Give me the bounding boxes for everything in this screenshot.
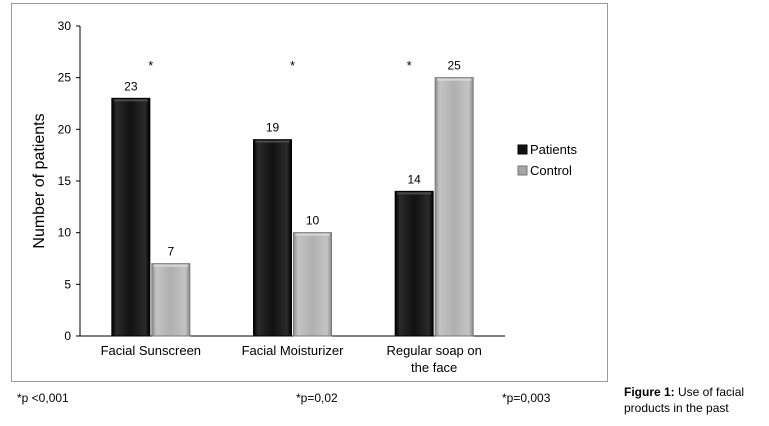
footnote-soap: *p=0,003 — [502, 391, 551, 405]
footnote-sunscreen: *p <0,001 — [17, 391, 69, 405]
x-category-label: Facial Sunscreen — [101, 343, 201, 358]
data-label-control-1: 10 — [306, 214, 320, 228]
y-tick-label: 20 — [58, 122, 72, 136]
significance-mark: * — [407, 58, 412, 73]
legend-label-patients: Patients — [530, 142, 577, 157]
y-tick-label: 5 — [64, 277, 71, 291]
legend-label-control: Control — [530, 163, 572, 178]
data-label-patients-1: 19 — [266, 121, 280, 135]
bar-control-1 — [293, 232, 332, 337]
y-tick-label: 0 — [64, 329, 71, 343]
significance-mark: * — [290, 58, 295, 73]
data-label-patients-2: 14 — [407, 172, 421, 186]
caption-text: Use of facial products in the past — [624, 385, 745, 415]
data-label-patients-0: 23 — [124, 79, 138, 93]
x-category-label: the face — [411, 360, 457, 375]
legend-swatch-control — [517, 165, 528, 176]
bar-patients-0 — [111, 97, 151, 337]
bar-control-2 — [434, 77, 474, 337]
bar-patients-2 — [394, 190, 434, 337]
caption-label: Figure 1: — [624, 385, 675, 399]
data-label-control-0: 7 — [167, 245, 174, 259]
y-tick-label: 10 — [58, 226, 72, 240]
legend-swatch-patients — [517, 144, 528, 155]
bar-patients-1 — [253, 139, 292, 337]
y-tick-label: 30 — [58, 19, 72, 33]
significance-mark: * — [148, 58, 153, 73]
data-label-control-2: 25 — [447, 59, 461, 73]
y-axis-title: Number of patients — [31, 113, 48, 248]
bar-control-0 — [151, 263, 191, 337]
x-category-label: Regular soap on — [386, 343, 481, 358]
y-tick-label: 25 — [58, 71, 72, 85]
y-tick-label: 15 — [58, 174, 72, 188]
footnote-moisturizer: *p=0,02 — [296, 391, 338, 405]
figure-caption: Figure 1: Use of facial products in the … — [624, 384, 764, 416]
x-category-label: Facial Moisturizer — [242, 343, 345, 358]
